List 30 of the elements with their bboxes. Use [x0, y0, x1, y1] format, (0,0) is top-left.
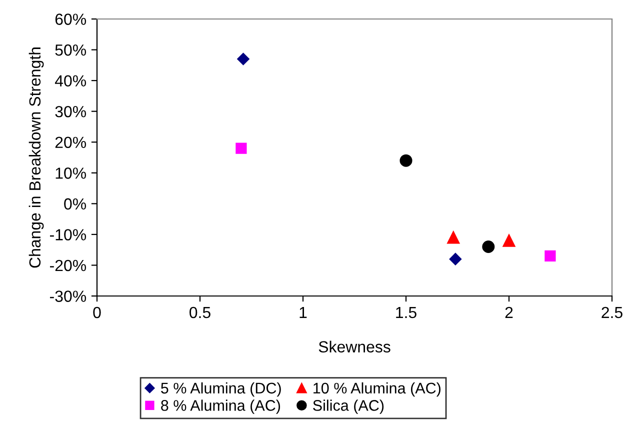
point [544, 250, 556, 262]
y-tick-label: 20% [55, 136, 86, 148]
y-tick-label: -30% [50, 290, 86, 302]
x-tick-label: 1 [300, 307, 307, 318]
point [482, 240, 495, 254]
y-tick-label: 30% [55, 106, 86, 118]
legend-label: 5 % Alumina (DC) [161, 382, 281, 397]
legend-label: 8 % Alumina (AC) [161, 400, 280, 414]
point [237, 52, 250, 66]
x-tick-label: 0 [93, 306, 101, 318]
point [449, 252, 462, 266]
x-tick-label: 0.5 [190, 306, 210, 318]
y-tick-label: -10% [50, 229, 86, 240]
point [447, 231, 460, 244]
y-tick-label: -20% [50, 260, 86, 272]
legend-label: Silica (AC) [313, 400, 384, 414]
point [400, 154, 412, 167]
x-tick-label: 2.5 [602, 306, 622, 318]
point [502, 234, 516, 247]
x-tick-label: 2 [505, 306, 513, 318]
y-axis-title: Change in Breakdown Strength [28, 48, 44, 268]
y-tick-label: 10% [56, 168, 86, 179]
point [236, 142, 247, 154]
legend-label: 10 % Alumina (AC) [314, 382, 440, 397]
y-tick-label: 40% [54, 75, 86, 86]
y-tick-label: 50% [55, 44, 86, 56]
y-tick-label: 0% [64, 198, 86, 210]
x-axis-title: Skewness [318, 340, 390, 352]
y-tick-label: 60% [55, 14, 86, 25]
x-tick-label: 1.5 [396, 307, 416, 318]
